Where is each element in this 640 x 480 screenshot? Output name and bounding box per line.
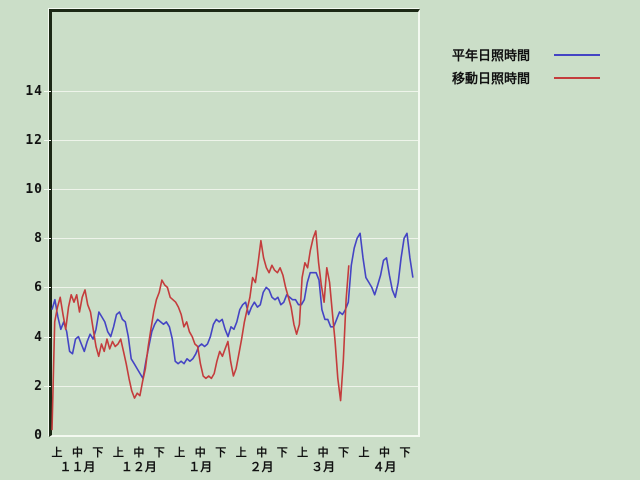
x-axis-period-label: 中 bbox=[379, 446, 390, 459]
x-axis-month-label: １月 bbox=[188, 460, 213, 474]
gridline bbox=[52, 385, 418, 387]
y-axis-tick bbox=[44, 189, 51, 191]
y-axis-label: 10 bbox=[25, 182, 43, 198]
series-line-normal bbox=[51, 232, 414, 380]
y-axis-label: 2 bbox=[34, 378, 43, 394]
x-axis-month-label: ２月 bbox=[249, 460, 274, 474]
x-axis-period-label: 上 bbox=[51, 446, 63, 459]
y-axis-label: 4 bbox=[34, 329, 43, 345]
gridline bbox=[52, 139, 418, 141]
y-axis-label: 12 bbox=[25, 132, 43, 148]
gridline bbox=[52, 90, 418, 92]
x-axis-period-label: 下 bbox=[399, 446, 411, 459]
x-axis-period-label: 中 bbox=[256, 446, 268, 459]
y-axis-tick bbox=[44, 90, 51, 92]
x-axis-month-label: １１月 bbox=[59, 460, 96, 474]
legend-line-swatch bbox=[554, 76, 600, 79]
x-axis-period-label: 中 bbox=[133, 446, 145, 459]
x-axis-period-label: 中 bbox=[72, 446, 83, 459]
x-axis-period-label: 下 bbox=[92, 446, 104, 459]
x-axis-period-label: 下 bbox=[153, 446, 165, 459]
gridline bbox=[52, 189, 418, 191]
gridline bbox=[52, 238, 418, 240]
legend: 平年日照時間 移動日照時間 bbox=[452, 43, 600, 89]
x-axis-period-label: 上 bbox=[112, 446, 124, 459]
legend-label: 移動日照時間 bbox=[452, 72, 531, 87]
x-axis-period-label: 下 bbox=[215, 446, 227, 459]
y-axis-tick bbox=[44, 238, 51, 240]
legend-item: 移動日照時間 bbox=[452, 66, 600, 89]
x-axis-month-label: ４月 bbox=[372, 460, 397, 474]
legend-item: 平年日照時間 bbox=[452, 43, 600, 66]
gridline bbox=[52, 287, 418, 289]
y-axis-tick bbox=[44, 336, 51, 338]
y-axis-tick bbox=[44, 287, 51, 289]
y-axis-label: 14 bbox=[25, 83, 43, 99]
series-line-moving bbox=[51, 230, 350, 431]
plot-inner bbox=[51, 12, 418, 435]
x-axis-period-label: 下 bbox=[338, 446, 350, 459]
x-axis-period-label: 上 bbox=[174, 446, 186, 459]
y-axis-label: 8 bbox=[34, 231, 43, 247]
gridline bbox=[52, 336, 418, 338]
y-axis-tick bbox=[44, 139, 51, 141]
x-axis-period-label: 中 bbox=[317, 446, 329, 459]
x-axis-period-label: 中 bbox=[194, 446, 206, 459]
legend-line-swatch bbox=[554, 53, 600, 56]
x-axis-period-label: 上 bbox=[297, 446, 309, 459]
x-axis-period-label: 上 bbox=[358, 446, 370, 459]
x-axis-month-label: １２月 bbox=[120, 460, 157, 474]
y-axis-tick bbox=[44, 385, 51, 387]
y-axis-label: 6 bbox=[34, 280, 43, 296]
x-axis-month-label: ３月 bbox=[311, 460, 336, 474]
plot-area bbox=[49, 9, 420, 437]
series-layer bbox=[51, 230, 414, 431]
legend-label: 平年日照時間 bbox=[452, 49, 531, 64]
x-axis-period-label: 上 bbox=[235, 446, 247, 459]
y-axis-label: 0 bbox=[34, 428, 43, 443]
x-axis-period-label: 下 bbox=[276, 446, 288, 459]
